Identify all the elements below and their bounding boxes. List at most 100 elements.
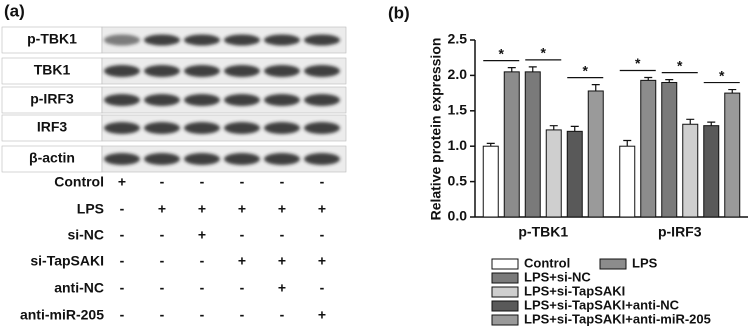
blot-band — [304, 122, 340, 134]
error-bar — [728, 88, 737, 94]
blot-band — [104, 34, 140, 46]
blot-band — [224, 122, 260, 134]
bar — [482, 145, 499, 218]
significance-mark: * — [677, 57, 683, 73]
blot-band — [224, 94, 260, 106]
y-tick-label: 0.5 — [448, 172, 468, 188]
bar — [682, 123, 699, 218]
blot-band — [304, 34, 340, 46]
treatment-sign: + — [278, 253, 286, 269]
blot-label: IRF3 — [37, 119, 68, 135]
treatment-sign: - — [200, 174, 205, 190]
blot-label: TBK1 — [34, 62, 71, 78]
panel-label: (b) — [388, 3, 410, 22]
treatment-sign: + — [318, 253, 326, 269]
treatment-label: anti-miR-205 — [20, 307, 104, 323]
error-bar — [623, 139, 632, 147]
treatment-label: anti-NC — [54, 280, 104, 296]
error-bar — [549, 125, 558, 130]
treatment-sign: + — [158, 201, 166, 217]
bar — [524, 71, 541, 218]
error-bar — [570, 125, 579, 132]
error-bar — [644, 76, 653, 81]
bar — [619, 145, 636, 218]
error-bar — [707, 121, 716, 126]
treatment-label: LPS — [77, 201, 104, 217]
legend-swatch — [491, 300, 519, 312]
y-axis-label: Relative protein expression — [428, 38, 444, 221]
treatment-sign: - — [320, 174, 325, 190]
blot-band — [264, 122, 300, 134]
blot-band — [144, 94, 180, 106]
blot-label: p-IRF3 — [30, 91, 74, 107]
legend-label: LPS — [632, 255, 658, 270]
blot-label-box — [1, 145, 103, 173]
treatment-sign: + — [198, 201, 206, 217]
legend-swatch — [491, 272, 519, 284]
bar — [545, 129, 562, 218]
treatment-sign: + — [238, 201, 246, 217]
blot-band — [104, 153, 140, 165]
y-tick-label: 0.0 — [448, 208, 468, 224]
treatment-sign: - — [240, 307, 245, 323]
significance-mark: * — [635, 55, 641, 71]
treatment-sign: + — [198, 227, 206, 243]
significance-mark: * — [583, 62, 589, 78]
bar — [703, 125, 720, 218]
blot-band — [144, 153, 180, 165]
error-bar — [686, 118, 695, 125]
x-tick-label: p-TBK1 — [518, 224, 568, 240]
blot-band — [264, 153, 300, 165]
treatment-sign: - — [320, 280, 325, 296]
blot-band — [184, 65, 220, 77]
legend-label: LPS+si-TapSAKI — [524, 283, 625, 298]
x-tick-label: p-IRF3 — [658, 224, 702, 240]
blot-band — [104, 94, 140, 106]
error-bar — [665, 79, 674, 83]
significance-mark: * — [541, 45, 547, 61]
legend-swatch — [491, 314, 519, 326]
treatment-sign: - — [160, 174, 165, 190]
bar — [724, 92, 741, 218]
blot-band — [184, 34, 220, 46]
treatment-sign: - — [120, 253, 125, 269]
blot-label: β-actin — [29, 150, 75, 166]
treatment-sign: - — [200, 253, 205, 269]
blot-band — [304, 153, 340, 165]
blot-band — [144, 65, 180, 77]
treatment-sign: + — [118, 174, 126, 190]
treatment-sign: - — [120, 307, 125, 323]
treatment-label: Control — [54, 174, 104, 190]
legend-swatch — [491, 286, 519, 298]
treatment-sign: - — [280, 307, 285, 323]
treatment-label: si-TapSAKI — [30, 253, 104, 269]
treatment-sign: + — [318, 201, 326, 217]
error-bar — [528, 66, 537, 72]
treatment-sign: - — [160, 280, 165, 296]
blot-label-box — [1, 57, 103, 85]
treatment-sign: - — [200, 307, 205, 323]
treatment-sign: + — [278, 201, 286, 217]
blot-band — [264, 34, 300, 46]
legend-swatch — [599, 258, 627, 270]
bar — [661, 81, 678, 218]
y-tick-label: 1.0 — [448, 137, 468, 153]
y-tick-label: 1.5 — [448, 102, 468, 118]
treatment-sign: - — [240, 227, 245, 243]
treatment-sign: + — [278, 280, 286, 296]
blot-band — [304, 65, 340, 77]
bar — [503, 71, 520, 218]
blot-band — [264, 94, 300, 106]
blot-band — [224, 153, 260, 165]
treatment-sign: - — [320, 227, 325, 243]
treatment-sign: - — [160, 227, 165, 243]
blot-band — [104, 122, 140, 134]
blot-label-box — [1, 114, 103, 142]
treatment-sign: - — [160, 253, 165, 269]
blot-band — [184, 153, 220, 165]
bar — [566, 130, 583, 218]
significance-mark: * — [499, 45, 505, 61]
error-bar — [486, 142, 495, 147]
blot-band — [224, 65, 260, 77]
